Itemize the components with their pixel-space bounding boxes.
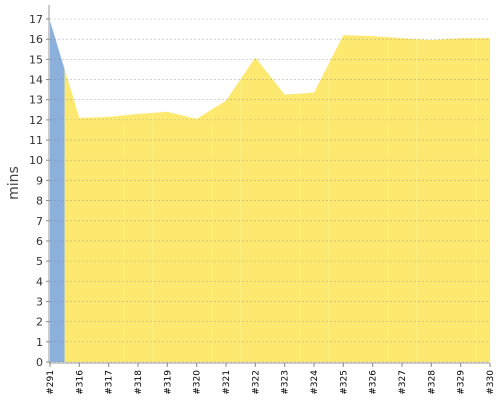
x-tick-label: #330 bbox=[486, 370, 496, 395]
area-segment bbox=[182, 109, 212, 362]
area-segment bbox=[387, 37, 417, 363]
x-tick-label: #328 bbox=[427, 370, 437, 395]
x-tick-label: #324 bbox=[310, 370, 320, 395]
y-tick-label: 2 bbox=[36, 316, 43, 329]
y-tick-label: 13 bbox=[29, 94, 43, 107]
x-tick-label: #322 bbox=[251, 370, 261, 395]
area-segment bbox=[475, 38, 490, 362]
y-tick-label: 4 bbox=[36, 275, 43, 288]
area-segment bbox=[240, 57, 270, 362]
y-tick-label: 3 bbox=[36, 295, 43, 308]
y-tick-label: 7 bbox=[36, 215, 43, 228]
x-tick-label: #326 bbox=[369, 370, 379, 395]
x-tick-label: #321 bbox=[222, 370, 232, 395]
area-segment bbox=[64, 69, 94, 363]
y-tick-label: 6 bbox=[36, 235, 43, 248]
x-tick-label: #327 bbox=[398, 370, 408, 395]
y-tick-label: 11 bbox=[29, 134, 43, 147]
y-tick-label: 5 bbox=[36, 255, 43, 268]
y-tick-label: 0 bbox=[36, 356, 43, 369]
y-tick-label: 17 bbox=[29, 13, 43, 26]
y-tick-label: 9 bbox=[36, 174, 43, 187]
y-tick-label: 8 bbox=[36, 195, 43, 208]
x-tick-label: #291 bbox=[46, 370, 56, 395]
y-axis-label: mins bbox=[6, 166, 22, 200]
x-tick-label: #319 bbox=[163, 370, 173, 395]
x-tick-label: #320 bbox=[193, 370, 203, 395]
area-segment bbox=[50, 21, 65, 363]
area-segment bbox=[299, 63, 329, 363]
area-segment bbox=[358, 35, 388, 362]
x-tick-label: #323 bbox=[281, 370, 291, 395]
area-segment bbox=[94, 115, 124, 362]
area-segment bbox=[123, 112, 153, 362]
x-tick-label: #316 bbox=[75, 370, 85, 395]
y-tick-label: 10 bbox=[29, 154, 43, 167]
x-tick-label: #317 bbox=[105, 370, 115, 395]
y-tick-label: 15 bbox=[29, 53, 43, 66]
y-tick-label: 12 bbox=[29, 114, 43, 127]
x-tick-label: #325 bbox=[339, 370, 349, 395]
y-tick-label: 16 bbox=[29, 33, 43, 46]
area-segment bbox=[152, 111, 182, 362]
area-segment bbox=[270, 75, 300, 362]
y-tick-label: 1 bbox=[36, 336, 43, 349]
area-segment bbox=[446, 38, 476, 362]
area-segment bbox=[328, 35, 358, 363]
x-tick-label: #318 bbox=[134, 370, 144, 395]
y-tick-label: 14 bbox=[29, 74, 43, 87]
x-tick-label: #329 bbox=[457, 370, 467, 395]
